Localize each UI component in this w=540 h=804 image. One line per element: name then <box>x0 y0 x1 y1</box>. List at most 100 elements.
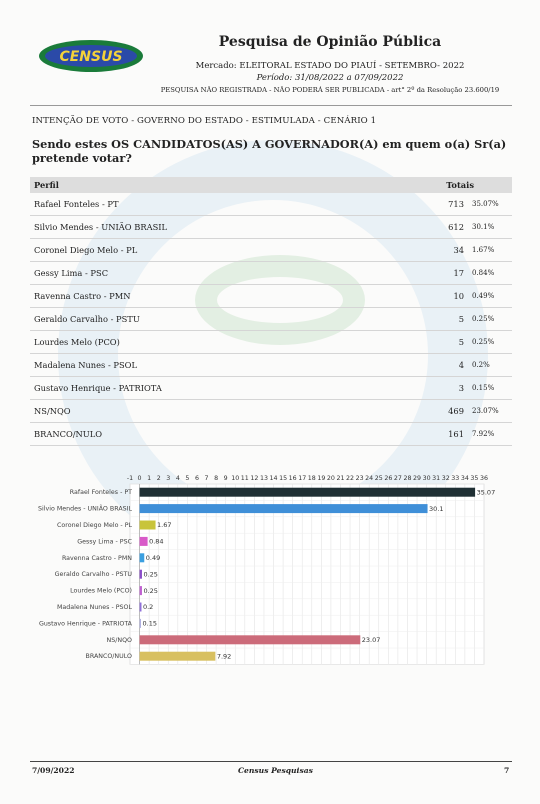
category-label: Gustavo Henrique - PATRIOTA <box>39 620 133 627</box>
data-label: 23.07 <box>362 636 381 644</box>
x-tick-label: 21 <box>336 475 344 482</box>
x-tick-label: 3 <box>166 475 170 482</box>
results-table: Perfil Totais Rafael Fonteles - PT 713 35.… <box>30 177 512 446</box>
table-row: Rafael Fonteles - PT 713 35.07% <box>30 193 512 216</box>
data-label: 7.92 <box>217 652 231 660</box>
x-tick-label: 34 <box>461 475 469 482</box>
bar <box>139 602 142 612</box>
totais-header: Totais <box>420 177 512 193</box>
category-label: Rafael Fonteles - PT <box>70 489 132 496</box>
vote-percent: 0.84% <box>468 261 512 285</box>
category-label: Lourdes Melo (PCO) <box>70 588 132 595</box>
x-tick-label: 9 <box>224 475 228 482</box>
x-tick-label: 17 <box>298 475 306 482</box>
x-tick-label: 32 <box>442 475 450 482</box>
table-row: NS/NQO 469 23.07% <box>30 399 512 423</box>
vote-percent: 23.07% <box>468 399 512 423</box>
bar <box>139 618 142 628</box>
bar <box>139 586 142 596</box>
table-row: Ravenna Castro - PMN 10 0.49% <box>30 284 512 308</box>
x-tick-label: 30 <box>423 475 431 482</box>
vote-percent: 1.67% <box>468 238 512 262</box>
x-tick-label: 10 <box>231 475 239 482</box>
data-label: 0.2 <box>143 603 153 611</box>
candidate-name: Ravenna Castro - PMN <box>30 284 420 308</box>
x-tick-label: 25 <box>375 475 383 482</box>
x-tick-label: 13 <box>260 475 268 482</box>
category-label: NS/NQO <box>107 637 132 644</box>
candidate-name: BRANCO/NULO <box>30 422 420 446</box>
x-tick-label: 19 <box>317 475 325 482</box>
footer-divider <box>30 761 512 762</box>
x-tick-label: 5 <box>185 475 189 482</box>
category-label: Ravenna Castro - PMN <box>62 555 132 562</box>
vote-percent: 0.15% <box>468 376 512 400</box>
category-label: BRANCO/NULO <box>86 653 133 660</box>
category-label: Geraldo Carvalho - PSTU <box>55 571 133 578</box>
x-tick-label: 18 <box>308 475 316 482</box>
bar <box>139 536 148 546</box>
vote-count: 17 <box>420 261 468 285</box>
vote-count: 5 <box>420 330 468 354</box>
x-tick-label: 4 <box>176 475 180 482</box>
chart-grid <box>129 483 485 665</box>
periodo-line: Período: 31/08/2022 a 07/09/2022 <box>256 73 404 83</box>
plot-area <box>129 483 485 665</box>
bar-chart: -1 0 1 2 3 4 5 6 7 8 9 10 11 12 13 14 15 16 17 18 19 20 21 22 23… <box>38 475 496 665</box>
vote-percent: 30.1% <box>468 215 512 239</box>
x-tick-label: 14 <box>270 475 278 482</box>
x-tick-label: 16 <box>289 475 297 482</box>
chart-value-labels: 35.07 30.1 1.67 0.84 0.49 0.25 0.25 0.2 0.15 23.0… <box>143 488 496 660</box>
footer-date: 7/09/2022 <box>32 766 75 775</box>
chart-categories: Rafael Fonteles - PT Silvio Mendes - UNIÃ… <box>38 489 133 660</box>
table-row: Gessy Lima - PSC 17 0.84% <box>30 261 512 285</box>
vote-percent: 7.92% <box>468 422 512 446</box>
category-label: Coronel Diego Melo - PL <box>57 522 132 529</box>
data-label: 0.84 <box>149 538 163 546</box>
bar <box>139 635 361 645</box>
category-label: Madalena Nunes - PSOL <box>57 604 132 611</box>
vote-count: 5 <box>420 307 468 331</box>
x-tick-label: 27 <box>394 475 402 482</box>
table-row: Geraldo Carvalho - PSTU 5 0.25% <box>30 307 512 331</box>
x-tick-label: 7 <box>205 475 209 482</box>
vote-count: 10 <box>420 284 468 308</box>
vote-count: 713 <box>420 193 468 216</box>
table-row: BRANCO/NULO 161 7.92% <box>30 422 512 446</box>
x-tick-label: 2 <box>157 475 161 482</box>
x-tick-label: 33 <box>451 475 459 482</box>
data-label: 30.1 <box>429 505 443 513</box>
data-label: 0.15 <box>143 620 157 628</box>
x-tick-label: 20 <box>327 475 335 482</box>
x-tick-label: 23 <box>356 475 364 482</box>
candidate-name: NS/NQO <box>30 399 420 423</box>
table-row: Madalena Nunes - PSOL 4 0.2% <box>30 353 512 377</box>
vote-percent: 0.25% <box>468 307 512 331</box>
bar <box>139 487 476 497</box>
vote-count: 3 <box>420 376 468 400</box>
x-tick-label: 1 <box>147 475 151 482</box>
vote-count: 469 <box>420 399 468 423</box>
table-row: Lourdes Melo (PCO) 5 0.25% <box>30 330 512 354</box>
data-label: 35.07 <box>477 488 496 496</box>
candidate-name: Gessy Lima - PSC <box>30 261 420 285</box>
chart-ticks: -1 0 1 2 3 4 5 6 7 8 9 10 11 12 13 14 15 16 17 18 19 20 21 22 23… <box>127 475 488 482</box>
table-row: Coronel Diego Melo - PL 34 1.67% <box>30 238 512 262</box>
candidate-name: Gustavo Henrique - PATRIOTA <box>30 376 420 400</box>
vote-percent: 0.2% <box>468 353 512 377</box>
bar <box>139 651 216 661</box>
vote-percent: 0.49% <box>468 284 512 308</box>
census-logo: CENSUS <box>39 40 143 72</box>
vote-count: 612 <box>420 215 468 239</box>
bar <box>139 520 156 530</box>
x-tick-label: 24 <box>365 475 373 482</box>
x-tick-label: 6 <box>195 475 199 482</box>
logo-text: CENSUS <box>59 49 122 65</box>
category-label: Silvio Mendes - UNIÃO BRASIL <box>38 504 132 513</box>
x-tick-label: 28 <box>403 475 411 482</box>
candidate-name: Madalena Nunes - PSOL <box>30 353 420 377</box>
category-label: Gessy Lima - PSC <box>77 538 132 545</box>
data-label: 1.67 <box>157 521 171 529</box>
x-tick-label: 31 <box>432 475 440 482</box>
